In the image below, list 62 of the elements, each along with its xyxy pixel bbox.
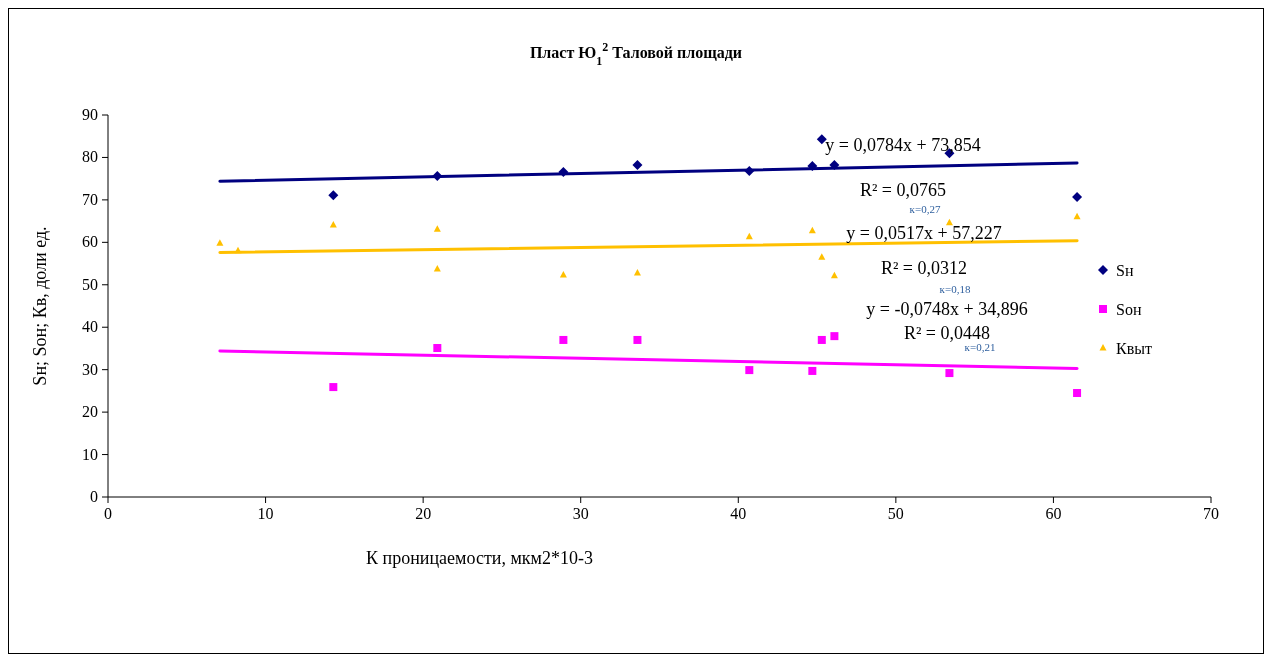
annotation: y = -0,0748x + 34,896 [866, 299, 1028, 319]
x-tick-label: 30 [572, 505, 589, 522]
legend-label: Sн [1116, 262, 1134, 279]
y-tick-label: 80 [82, 148, 98, 166]
point [830, 271, 838, 279]
point [329, 220, 337, 228]
annotation: R² = 0,0448 [903, 323, 991, 343]
annotation: к=0,21 [964, 341, 996, 353]
point [433, 265, 441, 272]
point [559, 271, 567, 278]
y-tick-label: 90 [82, 106, 98, 123]
point [216, 239, 224, 246]
point [829, 160, 840, 171]
x-tick-label: 0 [104, 505, 112, 522]
point [745, 232, 753, 240]
x-tick-label: 20 [415, 505, 432, 522]
annotation: R² = 0,0765 [859, 180, 947, 200]
annotation: R² = 0,0312 [880, 258, 968, 278]
y-tick-label: 30 [82, 360, 98, 378]
point [329, 383, 338, 392]
x-tick-label: 40 [730, 505, 747, 522]
point [816, 134, 827, 145]
point [1072, 191, 1083, 202]
point [559, 335, 568, 344]
y-tick-label: 10 [82, 445, 98, 463]
point [433, 344, 442, 353]
y-tick-label: 40 [82, 318, 98, 336]
point [945, 369, 954, 378]
point [830, 332, 839, 341]
y-axis-title: Sн; Sон; Кв, доли ед. [30, 226, 50, 386]
legend-label: Квыт [1116, 340, 1152, 357]
point [808, 226, 816, 234]
point [433, 225, 441, 232]
point [945, 218, 953, 226]
point [632, 160, 643, 171]
y-tick-label: 50 [82, 275, 98, 293]
x-tick-label: 50 [887, 505, 904, 522]
point [328, 190, 339, 201]
annotation: y = 0,0517x + 57,227 [846, 223, 1002, 243]
y-tick-label: 70 [82, 190, 98, 208]
annotation: к=0,18 [939, 283, 971, 295]
point [633, 335, 642, 344]
x-tick-label: 60 [1045, 505, 1062, 522]
point [807, 160, 818, 171]
y-tick-label: 60 [82, 233, 98, 251]
annotation: y = 0,0784x + 73,854 [825, 135, 981, 155]
chart-title: Пласт Ю$_{1}$$^{2}$ Таловой площади [529, 40, 743, 68]
y-tick-label: 20 [82, 403, 98, 421]
point [817, 335, 826, 344]
point [1073, 389, 1082, 398]
x-tick-label: 70 [1203, 505, 1219, 522]
y-tick-label: 0 [90, 488, 98, 505]
legend-label: Sон [1116, 301, 1142, 318]
point [558, 166, 569, 177]
point [745, 366, 754, 375]
x-tick-label: 10 [257, 505, 274, 522]
annotation: к=0,27 [909, 203, 941, 215]
point [744, 166, 755, 177]
point [818, 253, 826, 260]
point [808, 366, 817, 375]
x-axis-title: К проницаемости, мкм2*10-3 [366, 548, 593, 568]
point [432, 171, 443, 182]
